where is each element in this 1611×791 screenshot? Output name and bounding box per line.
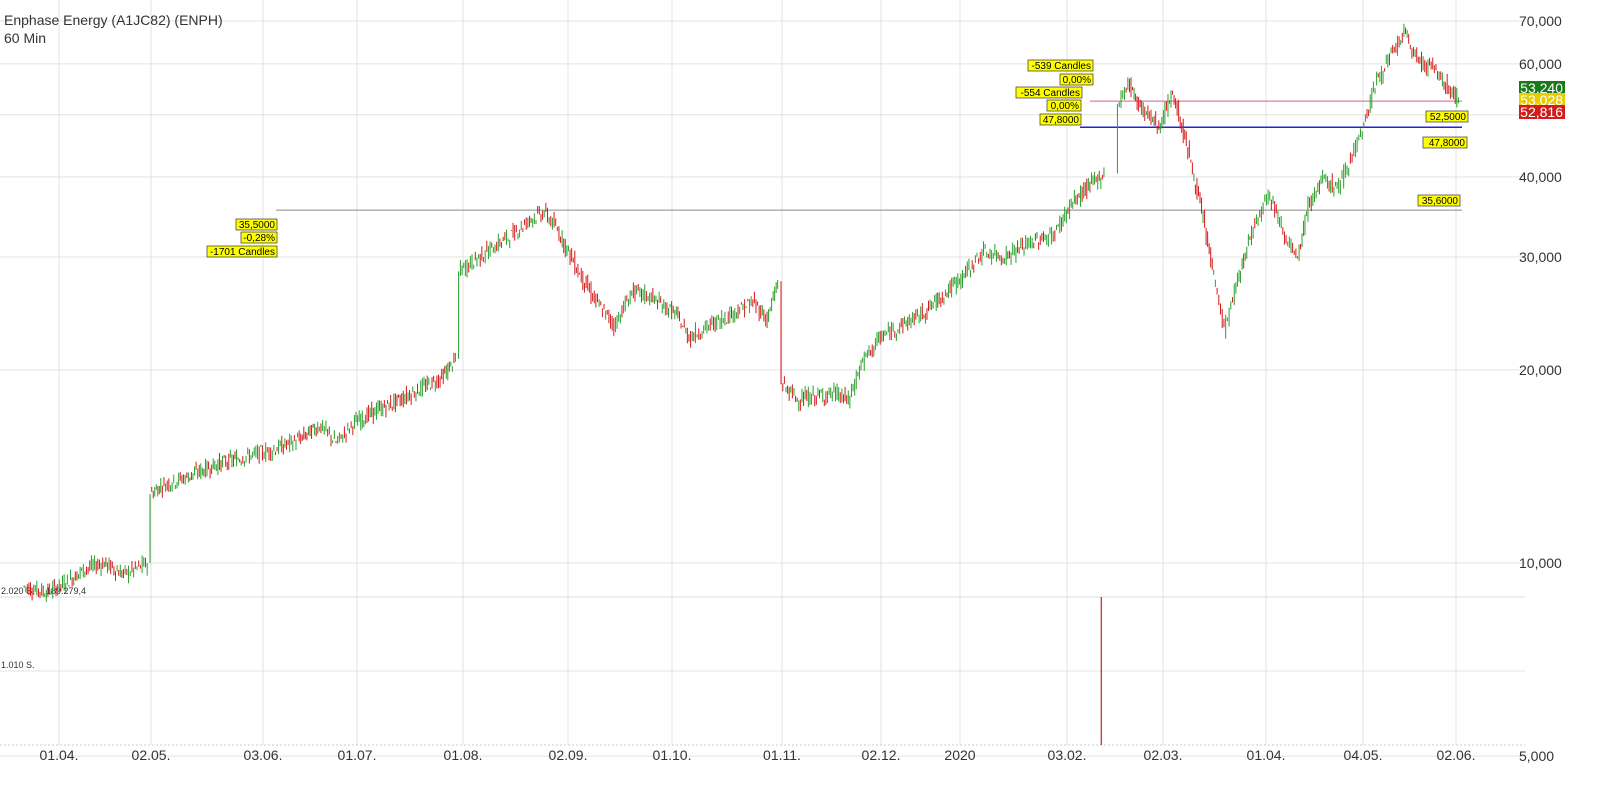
x-tick-label: 01.10. — [653, 747, 692, 763]
price-tag-bg — [1519, 81, 1565, 95]
annotation-left-price-bg — [235, 218, 278, 231]
x-tick-label: 01.07. — [338, 747, 377, 763]
level-label-upper: 52,5000 — [1430, 112, 1467, 123]
price-tag: 52,816 — [1520, 104, 1563, 120]
annotation-left-candles-bg — [206, 245, 278, 258]
price-tag: 53,028 — [1520, 92, 1563, 108]
x-tick-label: 02.09. — [549, 747, 588, 763]
x-tick-label: 01.04. — [40, 747, 79, 763]
x-tick-label: 02.12. — [862, 747, 901, 763]
annotation-left-percent-bg — [240, 231, 278, 244]
x-tick-label: 2020 — [944, 747, 975, 763]
x-tick-label: 04.05. — [1344, 747, 1383, 763]
volume-label: 2.020 S. — [1, 586, 35, 596]
level-label-middle-bg — [1422, 136, 1468, 149]
chart-title: Enphase Energy (A1JC82) (ENPH) — [4, 12, 223, 28]
annotation-upper-percent-2-bg — [1046, 99, 1082, 112]
annotation-upper-candles-1-bg — [1027, 59, 1094, 72]
annotation-upper-percent-1-bg — [1059, 73, 1094, 86]
x-tick-label: 01.11. — [763, 747, 801, 763]
price-tag: 53,240 — [1520, 80, 1563, 96]
annotation-upper-percent-1: 0,00% — [1063, 75, 1091, 86]
x-tick-label: 01.08. — [444, 747, 483, 763]
annotation-upper-price-bg — [1039, 113, 1082, 126]
y-tick-label: 20,000 — [1519, 362, 1562, 378]
annotation-left-percent: -0,28% — [243, 233, 275, 244]
x-tick-label: 02.03. — [1144, 747, 1183, 763]
y-tick-label: 60,000 — [1519, 56, 1562, 72]
price-tag-bg — [1519, 93, 1565, 107]
annotation-upper-candles-2: -554 Candles — [1021, 88, 1080, 99]
annotation-upper-candles-2-bg — [1015, 86, 1083, 99]
y-tick-label: 40,000 — [1519, 169, 1562, 185]
level-label-lower-bg — [1417, 194, 1461, 207]
y-tick-label: 70,000 — [1519, 13, 1562, 29]
annotation-left-price: 35,5000 — [239, 220, 276, 231]
y-tick-label: 30,000 — [1519, 249, 1562, 265]
x-tick-label: 02.06. — [1437, 747, 1476, 763]
y-tick-label: 10,000 — [1519, 555, 1562, 571]
chart-interval: 60 Min — [4, 30, 47, 46]
x-tick-label: 02.05. — [132, 747, 171, 763]
x-tick-label: 03.02. — [1048, 747, 1087, 763]
level-label-upper-bg — [1425, 110, 1469, 123]
x-tick-label: 03.06. — [244, 747, 283, 763]
annotation-upper-price: 47,8000 — [1043, 115, 1080, 126]
volume-label: 1.010 S. — [1, 660, 35, 670]
annotation-left-candles: -1701 Candles — [210, 247, 275, 258]
level-label-middle: 47,8000 — [1429, 138, 1466, 149]
annotation-upper-candles-1: -539 Candles — [1032, 61, 1091, 72]
price-tag-bg — [1519, 105, 1565, 119]
y-tick-label: 5,000 — [1519, 748, 1554, 764]
level-label-lower: 35,6000 — [1422, 196, 1459, 207]
x-tick-label: 01.04. — [1247, 747, 1286, 763]
annotation-upper-percent-2: 0,00% — [1051, 101, 1079, 112]
